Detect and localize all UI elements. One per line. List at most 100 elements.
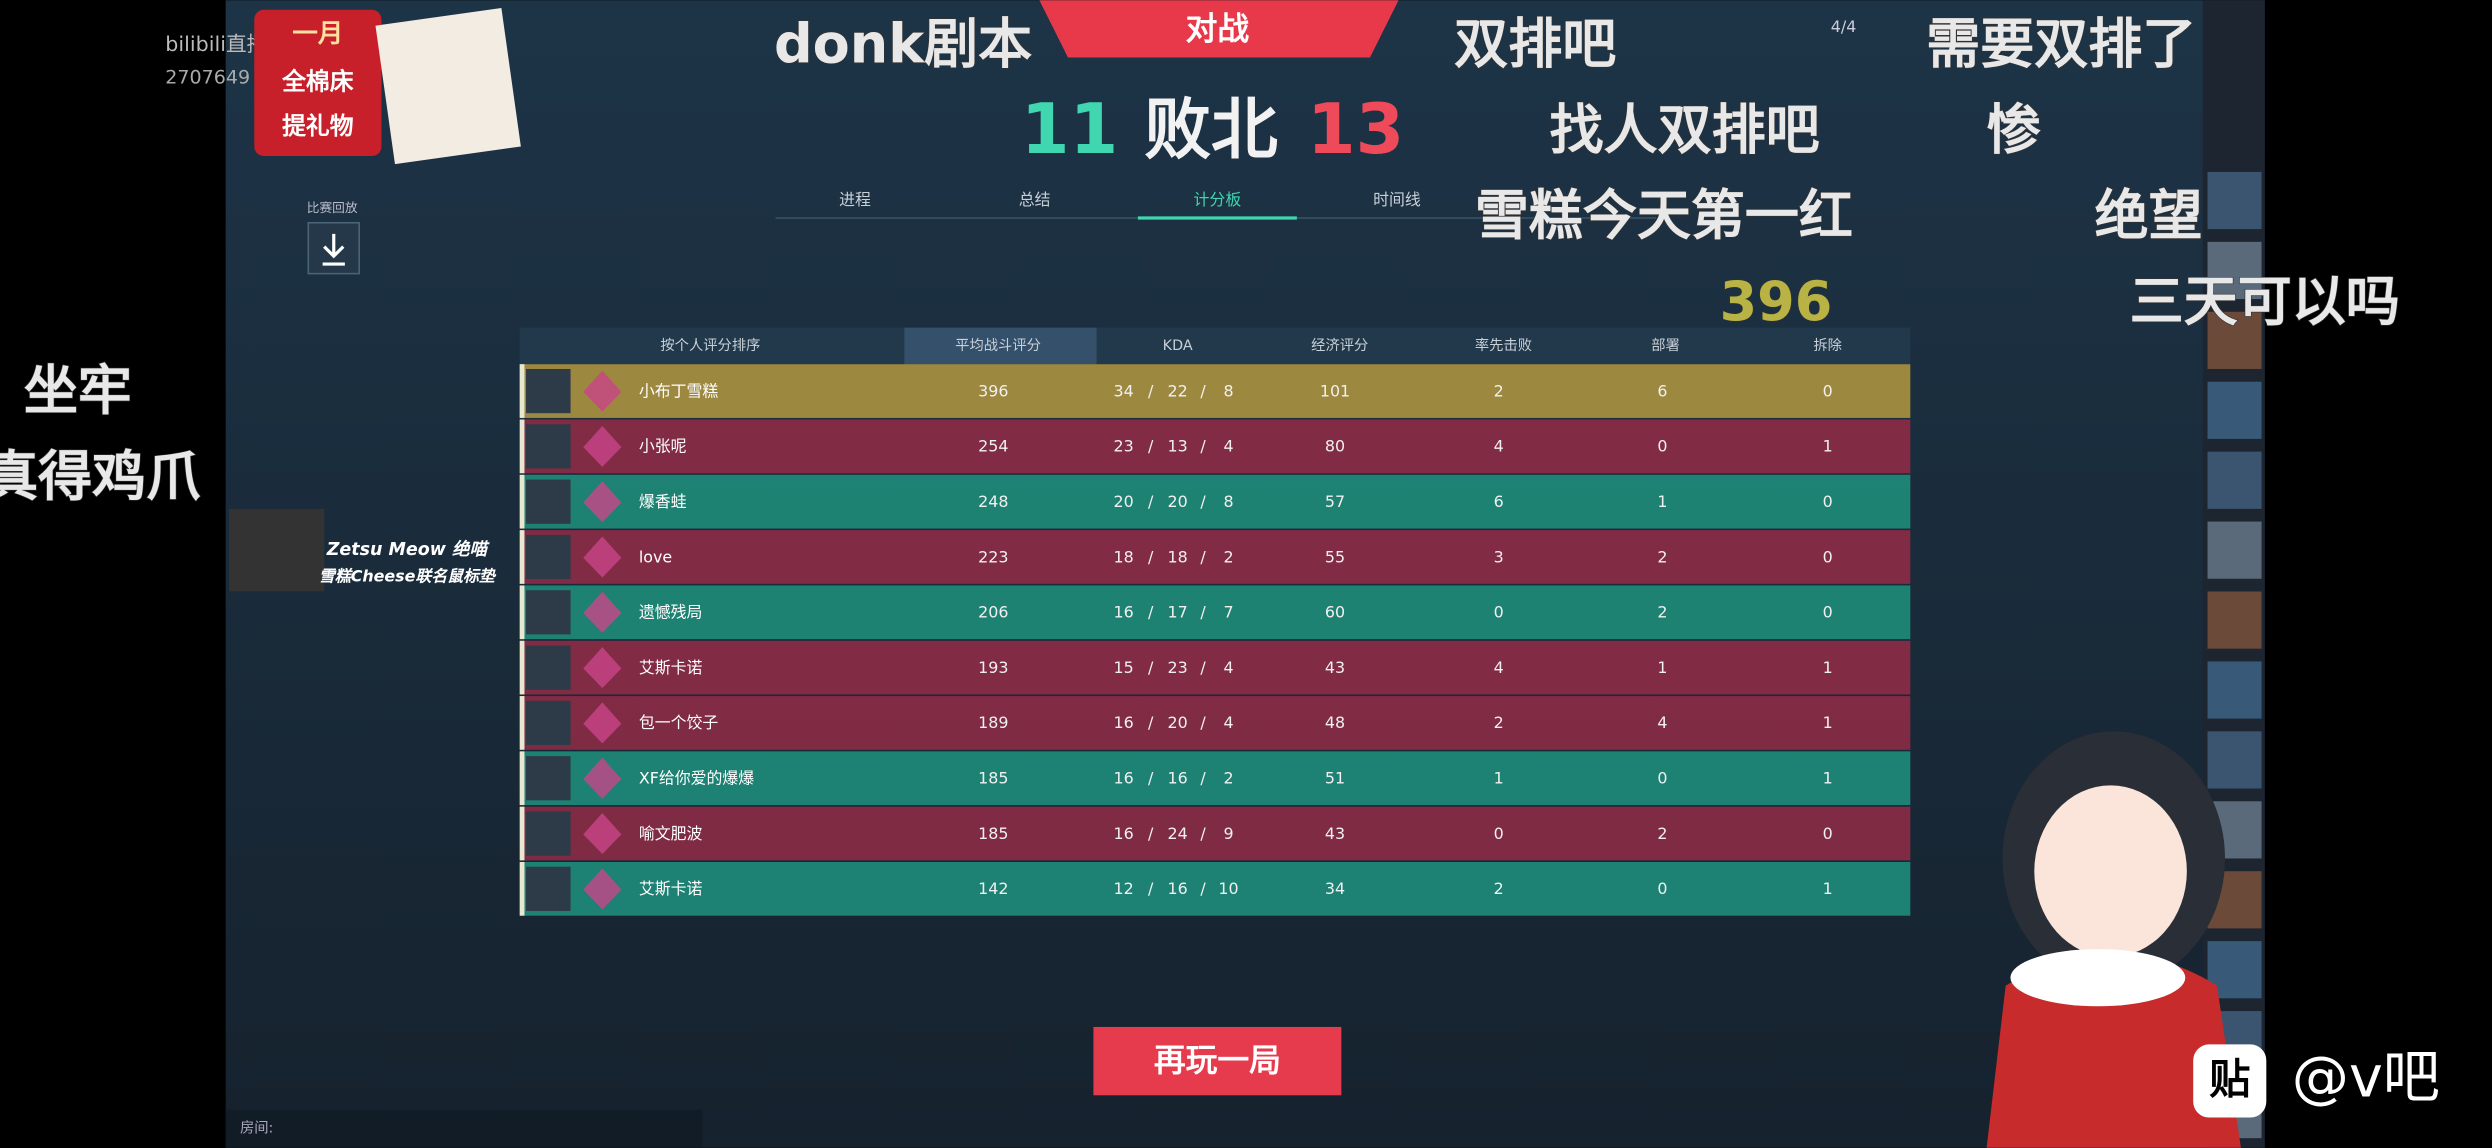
rank-icon [583, 481, 622, 523]
cell: 18 [1114, 547, 1134, 566]
row-accent [519, 640, 525, 695]
cell: 8 [1223, 381, 1233, 400]
cell: 1 [1823, 769, 1833, 788]
kda-separator: / [1148, 769, 1154, 788]
vtuber [1986, 731, 2241, 1148]
rank-icon [583, 536, 622, 578]
cell: 2 [1657, 547, 1667, 566]
rank-icon [583, 647, 622, 689]
cell: 10 [1218, 879, 1238, 898]
cell: 142 [978, 879, 1008, 898]
player-name: 小布丁雪糕 [639, 381, 719, 400]
cell: 16 [1114, 769, 1134, 788]
cell: 55 [1325, 547, 1345, 566]
cell: 51 [1325, 769, 1345, 788]
danmaku: 真得鸡爪 [0, 445, 200, 508]
row-bg [519, 364, 1911, 418]
cell: 254 [978, 437, 1008, 456]
tab: 进程 [839, 190, 871, 209]
header-row [519, 327, 1911, 365]
danmaku: 雪糕今天第一红 [1475, 184, 1853, 247]
cell: 0 [1657, 879, 1667, 898]
tabs: 进程 总结 计分板 时间线 [839, 190, 1421, 209]
cell: 23 [1114, 437, 1134, 456]
danmaku: 需要双排了 [1926, 13, 2196, 76]
agent-icon [526, 811, 571, 856]
rank-icon [583, 702, 622, 744]
cell: 4 [1494, 437, 1504, 456]
player-name: 小张呢 [639, 437, 687, 456]
promo-bottom: 提礼物 [282, 112, 354, 140]
cell: 20 [1168, 492, 1188, 511]
header-sorted [904, 327, 1097, 365]
cell: 4 [1494, 658, 1504, 677]
cell: 57 [1325, 492, 1345, 511]
danmaku: 找人双排吧 [1550, 98, 1820, 161]
cell: 193 [978, 658, 1008, 677]
avatar [2207, 451, 2262, 509]
kda-separator: / [1200, 713, 1206, 732]
player-name: 喻文肥波 [639, 824, 703, 843]
kda-separator: / [1200, 381, 1206, 400]
cell: 18 [1168, 547, 1188, 566]
row-accent [519, 585, 525, 640]
kda-separator: / [1200, 824, 1206, 843]
kda-separator: / [1148, 603, 1154, 622]
vtuber-face [2034, 785, 2187, 958]
column-header: 拆除 [1813, 337, 1842, 354]
watermark: @v吧 [2292, 1045, 2440, 1111]
player-name: 包一个饺子 [639, 713, 719, 732]
cell: 15 [1114, 658, 1134, 677]
danmaku: donk剧本 [774, 13, 1032, 76]
cell: 223 [978, 547, 1008, 566]
row-accent [519, 364, 525, 418]
meow-title: Zetsu Meow 绝喵 [326, 539, 491, 560]
player-name: 遗憾残局 [639, 603, 703, 622]
vtuber-body [1986, 953, 2241, 1148]
cell: 2 [1657, 603, 1667, 622]
rank-icon [583, 868, 622, 910]
column-header: 经济评分 [1311, 337, 1368, 354]
column-header: KDA [1163, 338, 1193, 354]
rank-icon [583, 370, 622, 412]
cell: 43 [1325, 658, 1345, 677]
cell: 16 [1114, 713, 1134, 732]
danmaku: 双排吧 [1454, 13, 1616, 76]
cell: 396 [978, 381, 1008, 400]
row-accent [519, 419, 525, 474]
mode-banner [1039, 0, 1399, 58]
row-bg [519, 696, 1911, 750]
sticker-icon [2193, 1044, 2267, 1118]
cell: 1 [1657, 658, 1667, 677]
cell: 6 [1494, 492, 1504, 511]
cell: 2 [1494, 381, 1504, 400]
kda-separator: / [1200, 658, 1206, 677]
cell: 2 [1494, 879, 1504, 898]
room-id: 2707649 [165, 67, 250, 89]
kda-separator: / [1200, 879, 1206, 898]
promo-card [375, 7, 521, 165]
score-right: 13 [1307, 89, 1404, 170]
replay-button[interactable] [1093, 1026, 1342, 1096]
cell: 80 [1325, 437, 1345, 456]
kda-separator: / [1148, 879, 1154, 898]
cell: 0 [1823, 492, 1833, 511]
promo-badge [254, 9, 382, 157]
agent-icon [526, 866, 571, 911]
sticker-glyph: 贴 [2209, 1056, 2250, 1104]
agent-icon [526, 424, 571, 469]
avatar [2207, 731, 2262, 789]
avatar [2207, 241, 2262, 300]
replay-button-label: 再玩一局 [1154, 1043, 1281, 1079]
row-bg [519, 530, 1911, 584]
row-accent [519, 751, 525, 806]
kda-separator: / [1148, 824, 1154, 843]
cell: 2 [1223, 547, 1233, 566]
cell: 1 [1823, 437, 1833, 456]
cell: 1 [1494, 769, 1504, 788]
cell: 2 [1223, 769, 1233, 788]
cell: 43 [1325, 824, 1345, 843]
meow-avatar [228, 508, 325, 592]
cell: 189 [978, 713, 1008, 732]
